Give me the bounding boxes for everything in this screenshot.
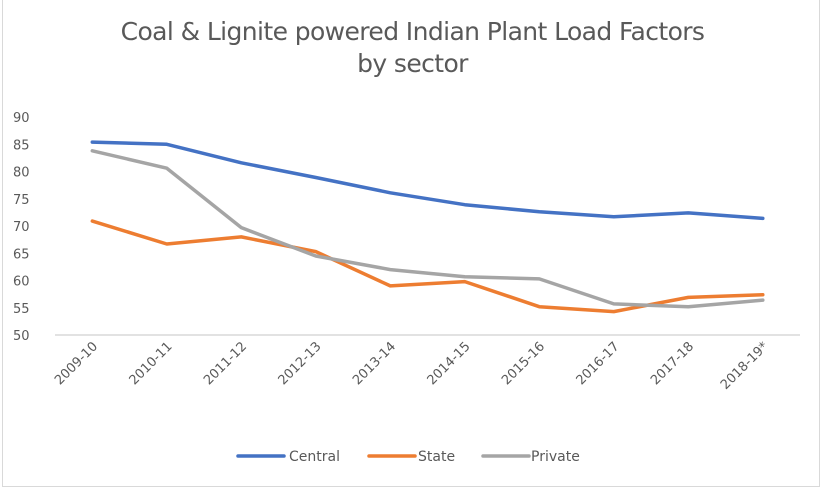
series-line-private: [90, 149, 765, 309]
x-tick-label: 2009-10: [52, 339, 101, 388]
x-tick-label: 2017-18: [648, 339, 697, 388]
legend-label: State: [418, 449, 455, 465]
y-tick-label: 65: [13, 247, 30, 262]
legend-label: Private: [531, 449, 580, 465]
legend-item-central: Central: [236, 449, 340, 465]
x-tick-label: 2013-14: [350, 339, 399, 388]
x-tick-label: 2010-11: [127, 339, 176, 388]
legend-item-state: State: [367, 449, 455, 465]
y-tick-label: 60: [13, 275, 30, 290]
chart-frame: [2, 0, 820, 487]
y-tick-label: 55: [13, 302, 30, 317]
x-tick-label: 2015-16: [499, 339, 548, 388]
y-tick-label: 75: [13, 193, 30, 208]
y-tick-label: 50: [13, 329, 30, 344]
legend-item-private: Private: [481, 449, 580, 465]
series-line-state: [90, 219, 765, 314]
y-axis: 50 55 60 65 70 75 80 85 90: [13, 111, 30, 344]
chart-title: Coal & Lignite powered Indian Plant Load…: [0, 16, 825, 80]
series-line-central: [90, 140, 765, 221]
series-group: [90, 140, 765, 314]
x-tick-label: 2018-19*: [718, 339, 772, 393]
y-tick-label: 70: [13, 220, 30, 235]
y-tick-label: 85: [13, 138, 30, 153]
x-tick-label: 2016-17: [574, 339, 623, 388]
x-axis: 2009-10 2010-11 2011-12 2012-13 2013-14 2014-…: [52, 339, 772, 393]
legend-label: Central: [289, 449, 340, 465]
chart-title-line-1: Coal & Lignite powered Indian Plant Load…: [120, 17, 705, 46]
x-tick-label: 2012-13: [276, 339, 325, 388]
legend: Central State Private: [236, 449, 580, 465]
x-tick-label: 2011-12: [201, 339, 250, 388]
y-tick-label: 90: [13, 111, 30, 126]
chart-title-line-2: by sector: [357, 49, 468, 78]
y-tick-label: 80: [13, 166, 30, 181]
x-tick-label: 2014-15: [425, 339, 474, 388]
